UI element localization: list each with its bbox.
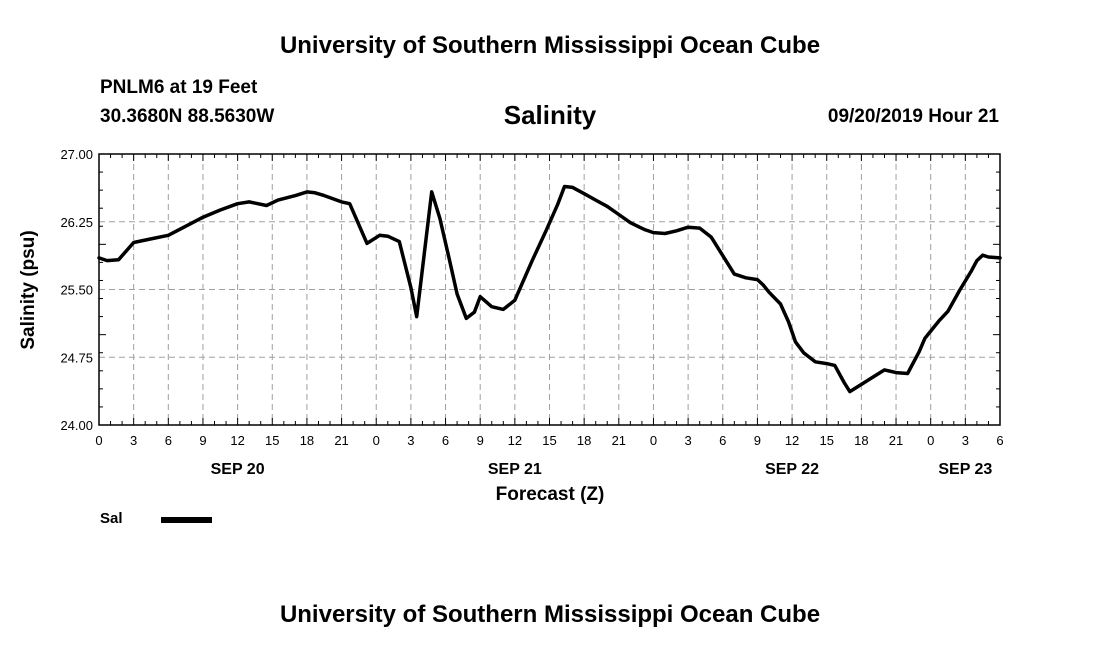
date-label: SEP 22 (765, 461, 819, 478)
y-tick-label: 25.50 (60, 283, 93, 298)
x-tick-label: 15 (819, 433, 833, 448)
x-tick-label: 0 (95, 433, 102, 448)
x-tick-label: 18 (577, 433, 591, 448)
date-label: SEP 20 (211, 461, 265, 478)
chart-title-bottom: University of Southern Mississippi Ocean… (279, 601, 821, 628)
x-tick-label: 0 (373, 433, 380, 448)
datetime-label: 09/20/2019 Hour 21 (827, 106, 999, 127)
chart-title-top: University of Southern Mississippi Ocean… (279, 32, 821, 59)
date-label: SEP 21 (488, 461, 542, 478)
x-tick-label: 9 (477, 433, 484, 448)
x-tick-label: 18 (854, 433, 868, 448)
coordinates-label: 30.3680N 88.5630W (100, 106, 275, 127)
x-tick-label: 9 (754, 433, 761, 448)
x-tick-label: 18 (300, 433, 314, 448)
x-tick-label: 3 (962, 433, 969, 448)
x-tick-label: 6 (996, 433, 1003, 448)
x-tick-label: 6 (442, 433, 449, 448)
x-tick-label: 6 (165, 433, 172, 448)
y-tick-label: 24.00 (60, 418, 93, 433)
x-tick-label: 9 (199, 433, 206, 448)
x-tick-label: 21 (612, 433, 626, 448)
x-tick-label: 21 (889, 433, 903, 448)
plot-title: Salinity (503, 100, 597, 130)
x-tick-label: 12 (785, 433, 799, 448)
x-tick-label: 0 (927, 433, 934, 448)
legend-label: Sal (100, 510, 123, 527)
x-tick-label: 12 (508, 433, 522, 448)
x-tick-label: 3 (407, 433, 414, 448)
y-tick-label: 24.75 (60, 350, 93, 365)
x-tick-label: 21 (334, 433, 348, 448)
y-tick-label: 27.00 (60, 147, 93, 162)
legend-swatch (161, 517, 212, 523)
date-label: SEP 23 (938, 461, 992, 478)
x-tick-label: 3 (684, 433, 691, 448)
series-line-sal (97, 184, 1002, 394)
x-tick-label: 6 (719, 433, 726, 448)
y-axis-label: Salinity (psu) (18, 230, 39, 349)
x-tick-label: 0 (650, 433, 657, 448)
x-tick-label: 12 (230, 433, 244, 448)
station-label: PNLM6 at 19 Feet (100, 77, 258, 98)
x-tick-label: 3 (130, 433, 137, 448)
x-axis-label: Forecast (Z) (496, 484, 605, 505)
x-tick-label: 15 (265, 433, 279, 448)
y-tick-label: 26.25 (60, 215, 93, 230)
x-tick-label: 15 (542, 433, 556, 448)
